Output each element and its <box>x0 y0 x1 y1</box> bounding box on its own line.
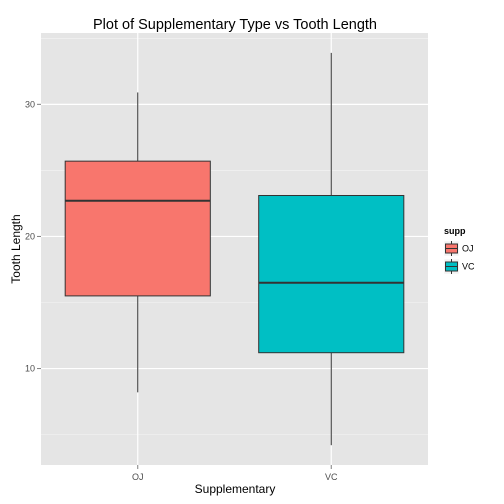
axis-layer: 10 20 30 OJ VC <box>25 99 338 482</box>
box-rect <box>258 194 405 354</box>
y-tick-label: 10 <box>25 364 35 374</box>
box-rect <box>64 160 211 297</box>
x-tick-label: OJ <box>132 472 144 482</box>
box-oj <box>64 92 211 393</box>
box-vc <box>258 52 405 446</box>
box-layer <box>64 52 405 446</box>
legend-label: OJ <box>462 244 474 254</box>
x-axis-title: Supplementary <box>195 482 276 496</box>
legend-label: VC <box>462 262 475 272</box>
chart-title: Plot of Supplementary Type vs Tooth Leng… <box>93 17 377 33</box>
legend-item-oj: OJ <box>443 240 474 257</box>
y-axis-title: Tooth Length <box>9 214 23 283</box>
legend-item-vc: VC <box>443 258 475 275</box>
legend: supp OJ VC <box>443 226 475 275</box>
x-tick-label: VC <box>325 472 338 482</box>
y-tick-label: 20 <box>25 231 35 241</box>
legend-title: supp <box>444 226 466 236</box>
y-tick-label: 30 <box>25 99 35 109</box>
